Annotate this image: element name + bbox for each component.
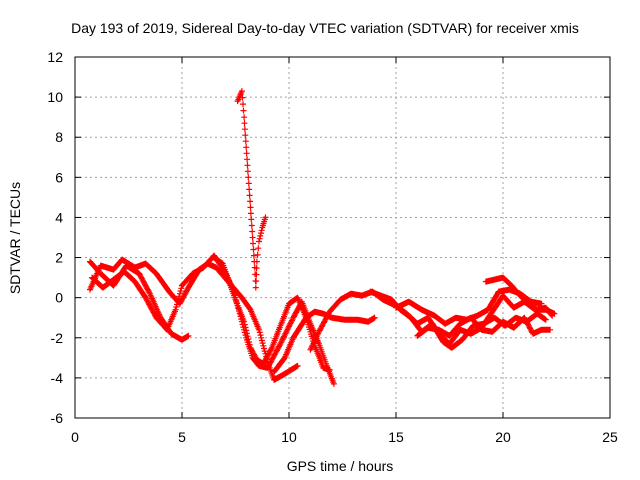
y-tick-label: 12 — [47, 49, 63, 65]
y-tick-label: -6 — [51, 410, 64, 426]
plus-marker-trace — [211, 254, 333, 373]
series-track-d — [211, 254, 333, 373]
y-tick-label: 10 — [47, 89, 63, 105]
x-tick-label: 25 — [602, 429, 618, 445]
axis-ticks: 0 5 10 15 20 25 -6 -4 -2 0 2 4 6 8 10 12 — [47, 49, 618, 445]
x-tick-label: 15 — [388, 429, 404, 445]
x-axis-label: GPS time / hours — [287, 458, 394, 474]
y-axis-label: SDTVAR / TECUs — [7, 182, 23, 294]
x-tick-label: 0 — [71, 429, 79, 445]
plus-marker-trace — [414, 314, 554, 339]
x-tick-label: 5 — [178, 429, 186, 445]
y-tick-label: -2 — [51, 330, 64, 346]
series-track-j — [414, 314, 554, 339]
chart-title: Day 193 of 2019, Sidereal Day-to-day VTE… — [71, 20, 579, 36]
plot-frame — [74, 56, 611, 419]
series-track-i — [482, 274, 558, 317]
series-spike — [234, 88, 269, 291]
data-markers — [87, 88, 558, 387]
x-tick-label: 20 — [495, 429, 511, 445]
y-tick-label: 0 — [55, 290, 63, 306]
y-tick-label: 8 — [55, 129, 63, 145]
plus-marker-trace — [234, 88, 269, 291]
y-tick-label: 6 — [55, 169, 63, 185]
y-tick-label: 2 — [55, 250, 63, 266]
y-tick-label: 4 — [55, 209, 63, 225]
plus-marker-trace — [482, 274, 558, 317]
grid-lines — [75, 57, 610, 418]
y-tick-label: -4 — [51, 370, 64, 386]
x-tick-label: 10 — [281, 429, 297, 445]
